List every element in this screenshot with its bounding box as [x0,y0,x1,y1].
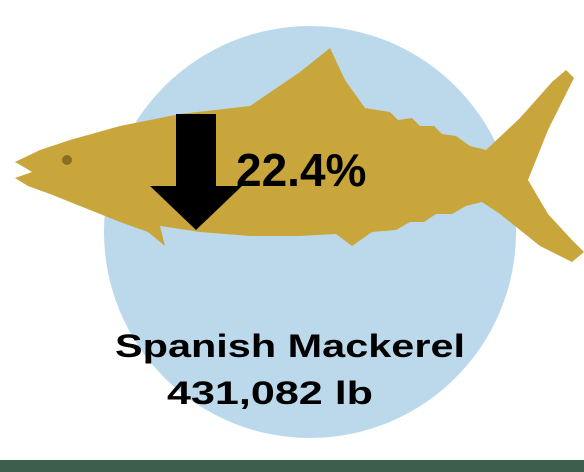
down-arrow [150,114,242,230]
species-name: Spanish Mackerel [115,328,465,364]
footer-bar [0,460,584,472]
fish-silhouette [15,48,584,262]
change-percent: 22.4% [236,144,366,196]
landed-weight: 431,082 lb [167,375,373,411]
fish-eye [62,155,72,165]
